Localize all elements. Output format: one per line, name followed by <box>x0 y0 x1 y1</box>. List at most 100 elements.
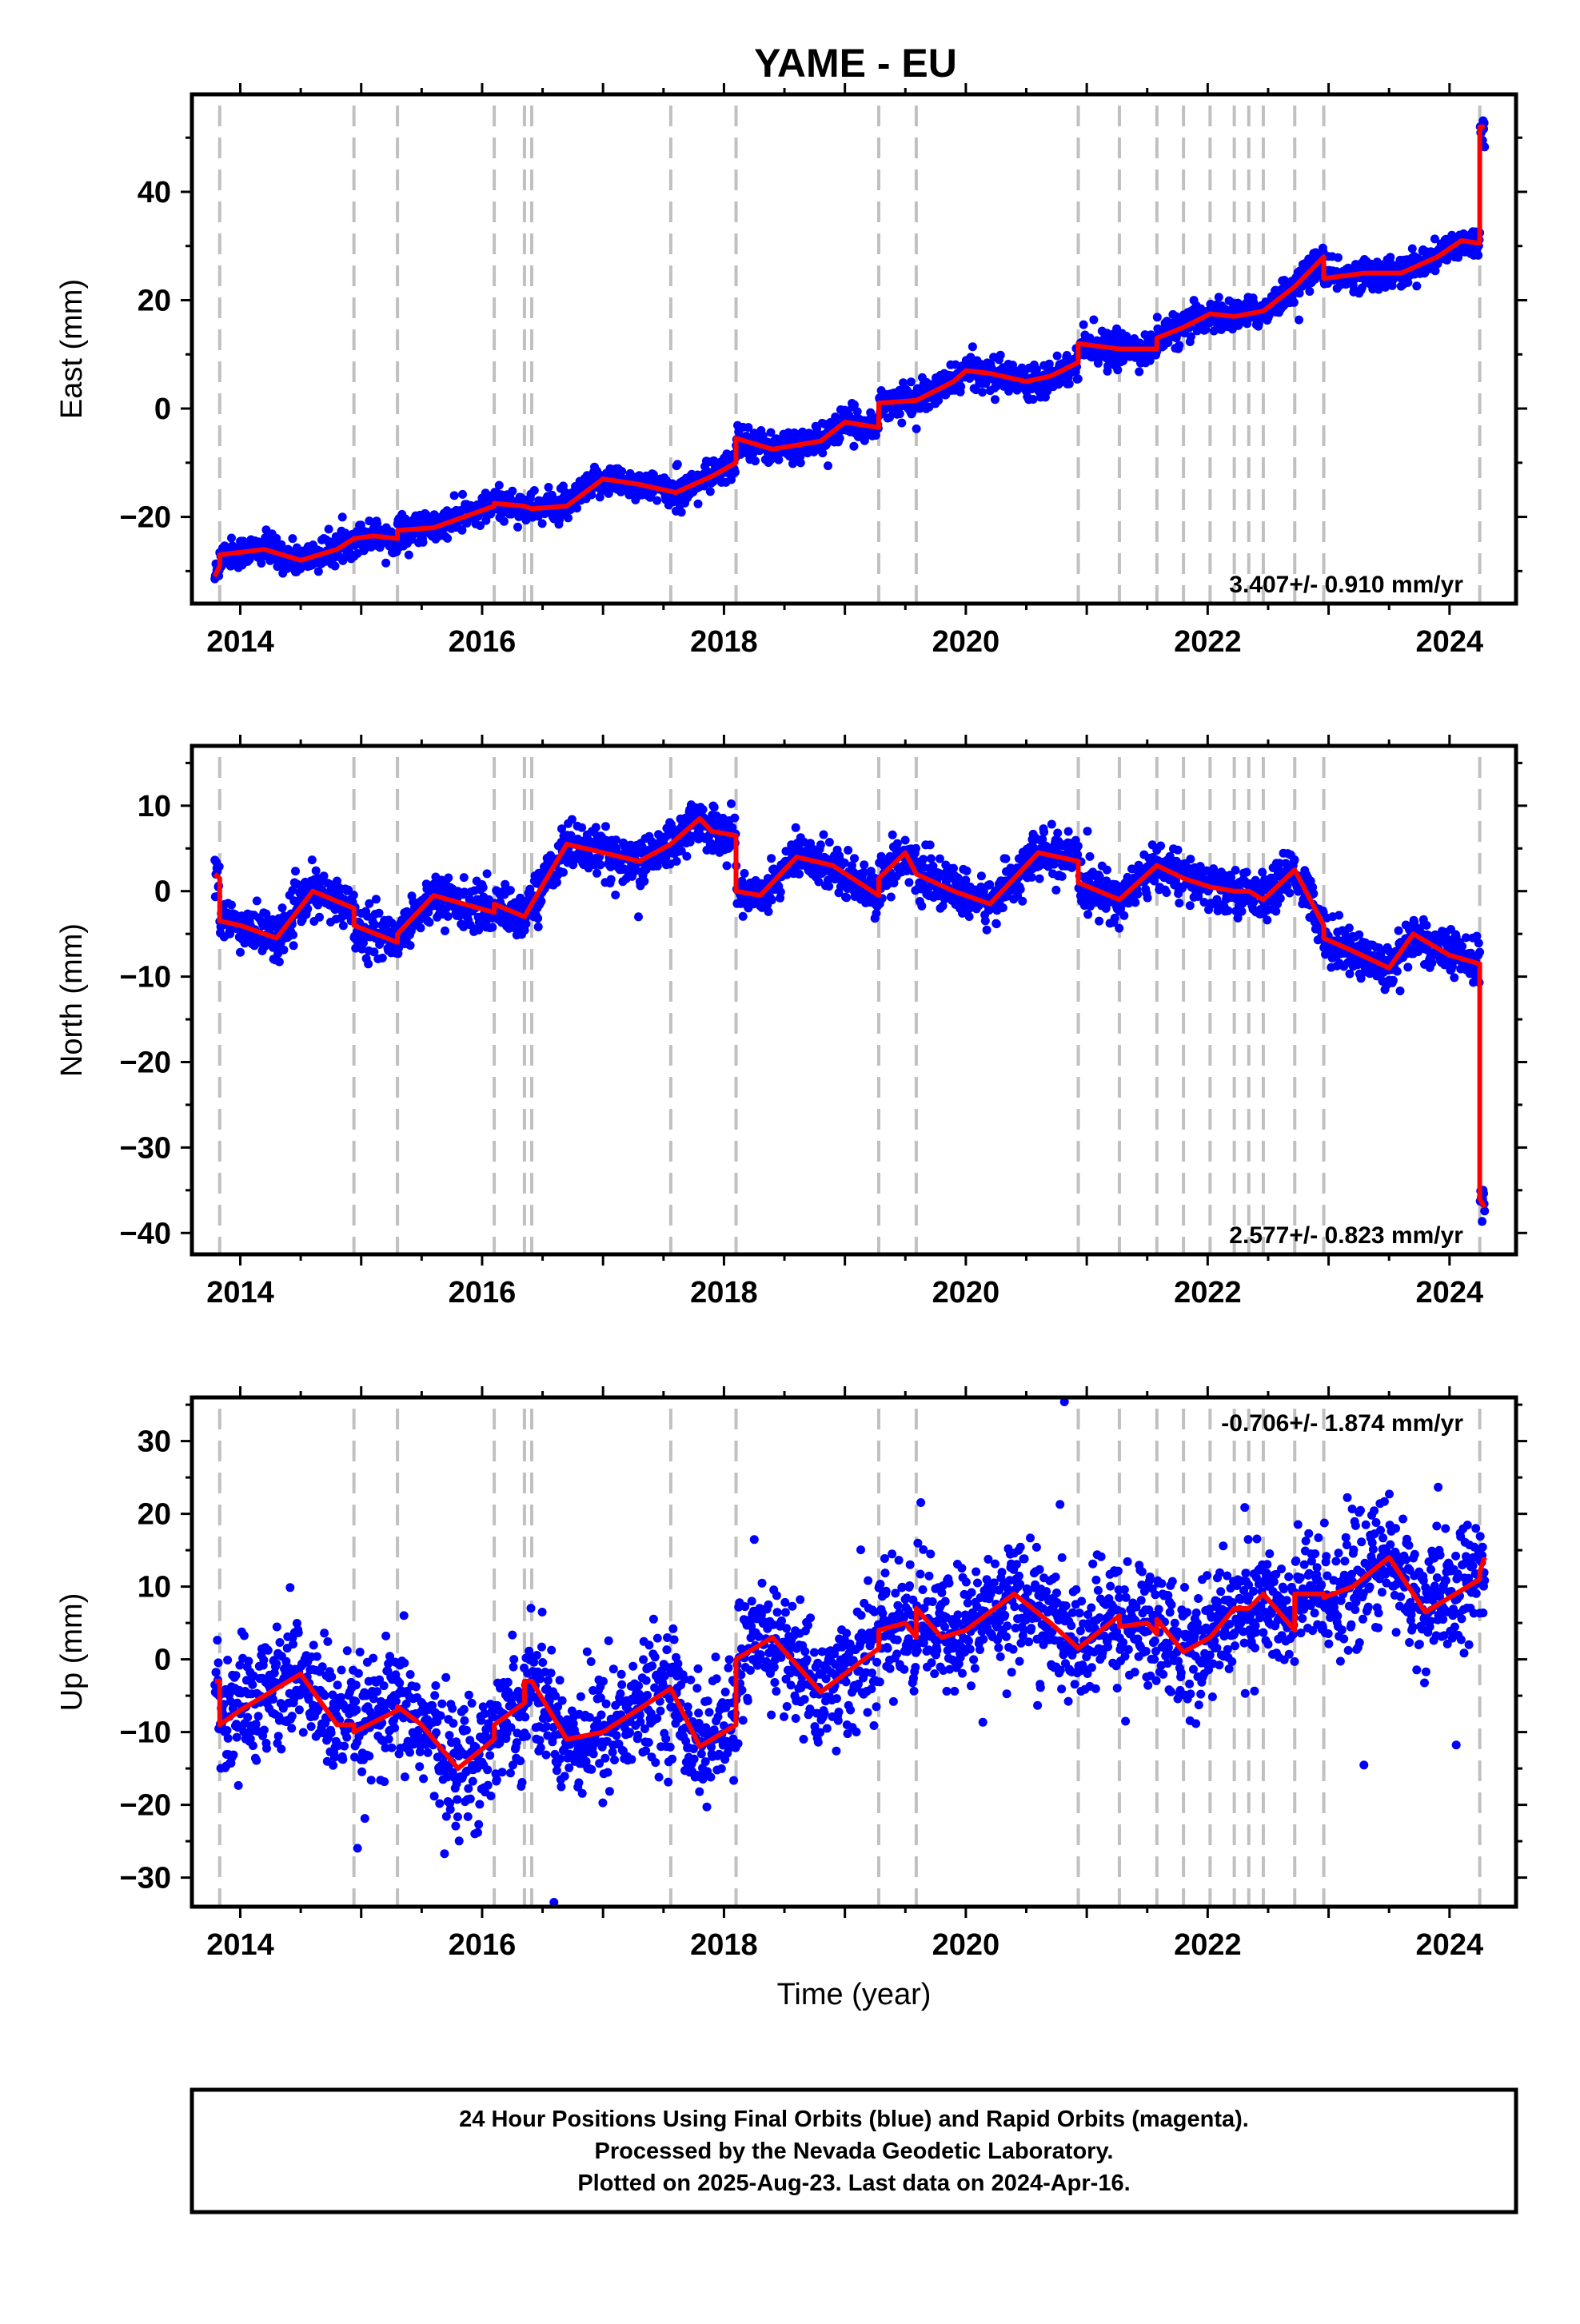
data-point <box>577 823 586 832</box>
series-points <box>210 117 1489 584</box>
data-point <box>1223 907 1232 915</box>
data-point <box>364 959 373 968</box>
data-point <box>768 895 776 904</box>
data-point <box>444 912 453 921</box>
data-point <box>488 923 497 931</box>
data-point <box>1027 873 1036 882</box>
data-point <box>849 442 858 451</box>
data-point <box>1231 866 1240 875</box>
data-point <box>792 823 800 832</box>
data-point <box>339 921 348 930</box>
data-point <box>288 534 297 543</box>
data-point <box>372 895 381 903</box>
data-point <box>842 893 851 902</box>
data-point <box>853 407 862 416</box>
data-point <box>375 909 384 918</box>
data-point <box>559 868 568 877</box>
data-point <box>926 840 935 849</box>
x-tick-label: 2020 <box>932 625 1000 659</box>
data-point <box>405 551 413 560</box>
data-point <box>500 517 509 526</box>
data-point <box>1215 293 1223 301</box>
data-point <box>893 839 902 848</box>
data-point <box>303 904 312 913</box>
data-point <box>278 903 287 912</box>
data-point <box>521 919 530 928</box>
data-point <box>275 958 284 967</box>
data-point <box>1153 313 1162 321</box>
x-tick-label: 2018 <box>690 625 758 659</box>
data-point <box>1474 251 1482 260</box>
data-point <box>1131 898 1139 907</box>
data-point <box>1249 898 1258 907</box>
data-point <box>1238 907 1247 916</box>
data-point <box>912 425 921 433</box>
data-point <box>349 891 358 899</box>
data-point <box>1291 855 1299 864</box>
data-point <box>508 487 517 496</box>
data-point <box>457 526 466 535</box>
data-point <box>1053 829 1062 838</box>
y-tick-label: 20 <box>138 285 171 318</box>
data-point <box>1162 888 1171 897</box>
data-point <box>545 483 553 492</box>
data-point <box>776 887 785 896</box>
data-point <box>699 805 708 814</box>
data-point <box>1175 899 1183 907</box>
data-point <box>227 534 236 543</box>
data-point <box>495 481 504 490</box>
data-point <box>764 907 773 916</box>
data-point <box>652 496 661 505</box>
data-point <box>1143 894 1152 903</box>
data-point <box>611 891 620 899</box>
data-point <box>215 863 224 871</box>
x-tick-label: 2024 <box>1416 625 1484 659</box>
data-point <box>291 867 300 875</box>
data-point <box>1271 907 1280 915</box>
data-point <box>1295 316 1303 325</box>
data-point <box>710 803 719 811</box>
data-point <box>1412 281 1421 290</box>
data-point <box>1016 885 1025 894</box>
data-point <box>1305 287 1314 296</box>
data-point <box>844 846 852 855</box>
data-point <box>1064 827 1073 836</box>
data-point <box>1083 910 1092 919</box>
data-point <box>816 840 825 849</box>
y-tick-label: 40 <box>138 176 171 209</box>
data-point <box>1263 915 1271 924</box>
data-point <box>1135 368 1143 377</box>
data-point <box>506 886 515 895</box>
data-point <box>996 351 1005 360</box>
data-point <box>289 931 297 939</box>
data-point <box>538 519 547 528</box>
data-point <box>534 923 543 931</box>
data-point <box>443 534 452 543</box>
data-point <box>381 559 390 568</box>
data-point <box>338 512 347 521</box>
data-point <box>419 538 428 547</box>
data-point <box>991 395 999 404</box>
data-point <box>992 919 1001 928</box>
data-point <box>917 902 926 911</box>
data-point <box>751 456 760 465</box>
data-point <box>1089 316 1098 325</box>
data-point <box>672 857 681 866</box>
data-point <box>767 854 776 863</box>
data-point <box>1115 924 1123 933</box>
data-point <box>331 562 340 571</box>
data-point <box>1051 886 1060 895</box>
data-point <box>850 854 859 863</box>
data-point <box>441 927 449 935</box>
data-point <box>601 822 610 831</box>
chart-title: YAME - EU <box>754 41 957 86</box>
data-point <box>1053 352 1062 361</box>
data-point <box>1079 321 1088 329</box>
data-point <box>1119 911 1128 920</box>
data-point <box>795 870 804 879</box>
data-point <box>904 878 913 887</box>
data-point <box>537 897 545 906</box>
data-point <box>677 508 686 516</box>
